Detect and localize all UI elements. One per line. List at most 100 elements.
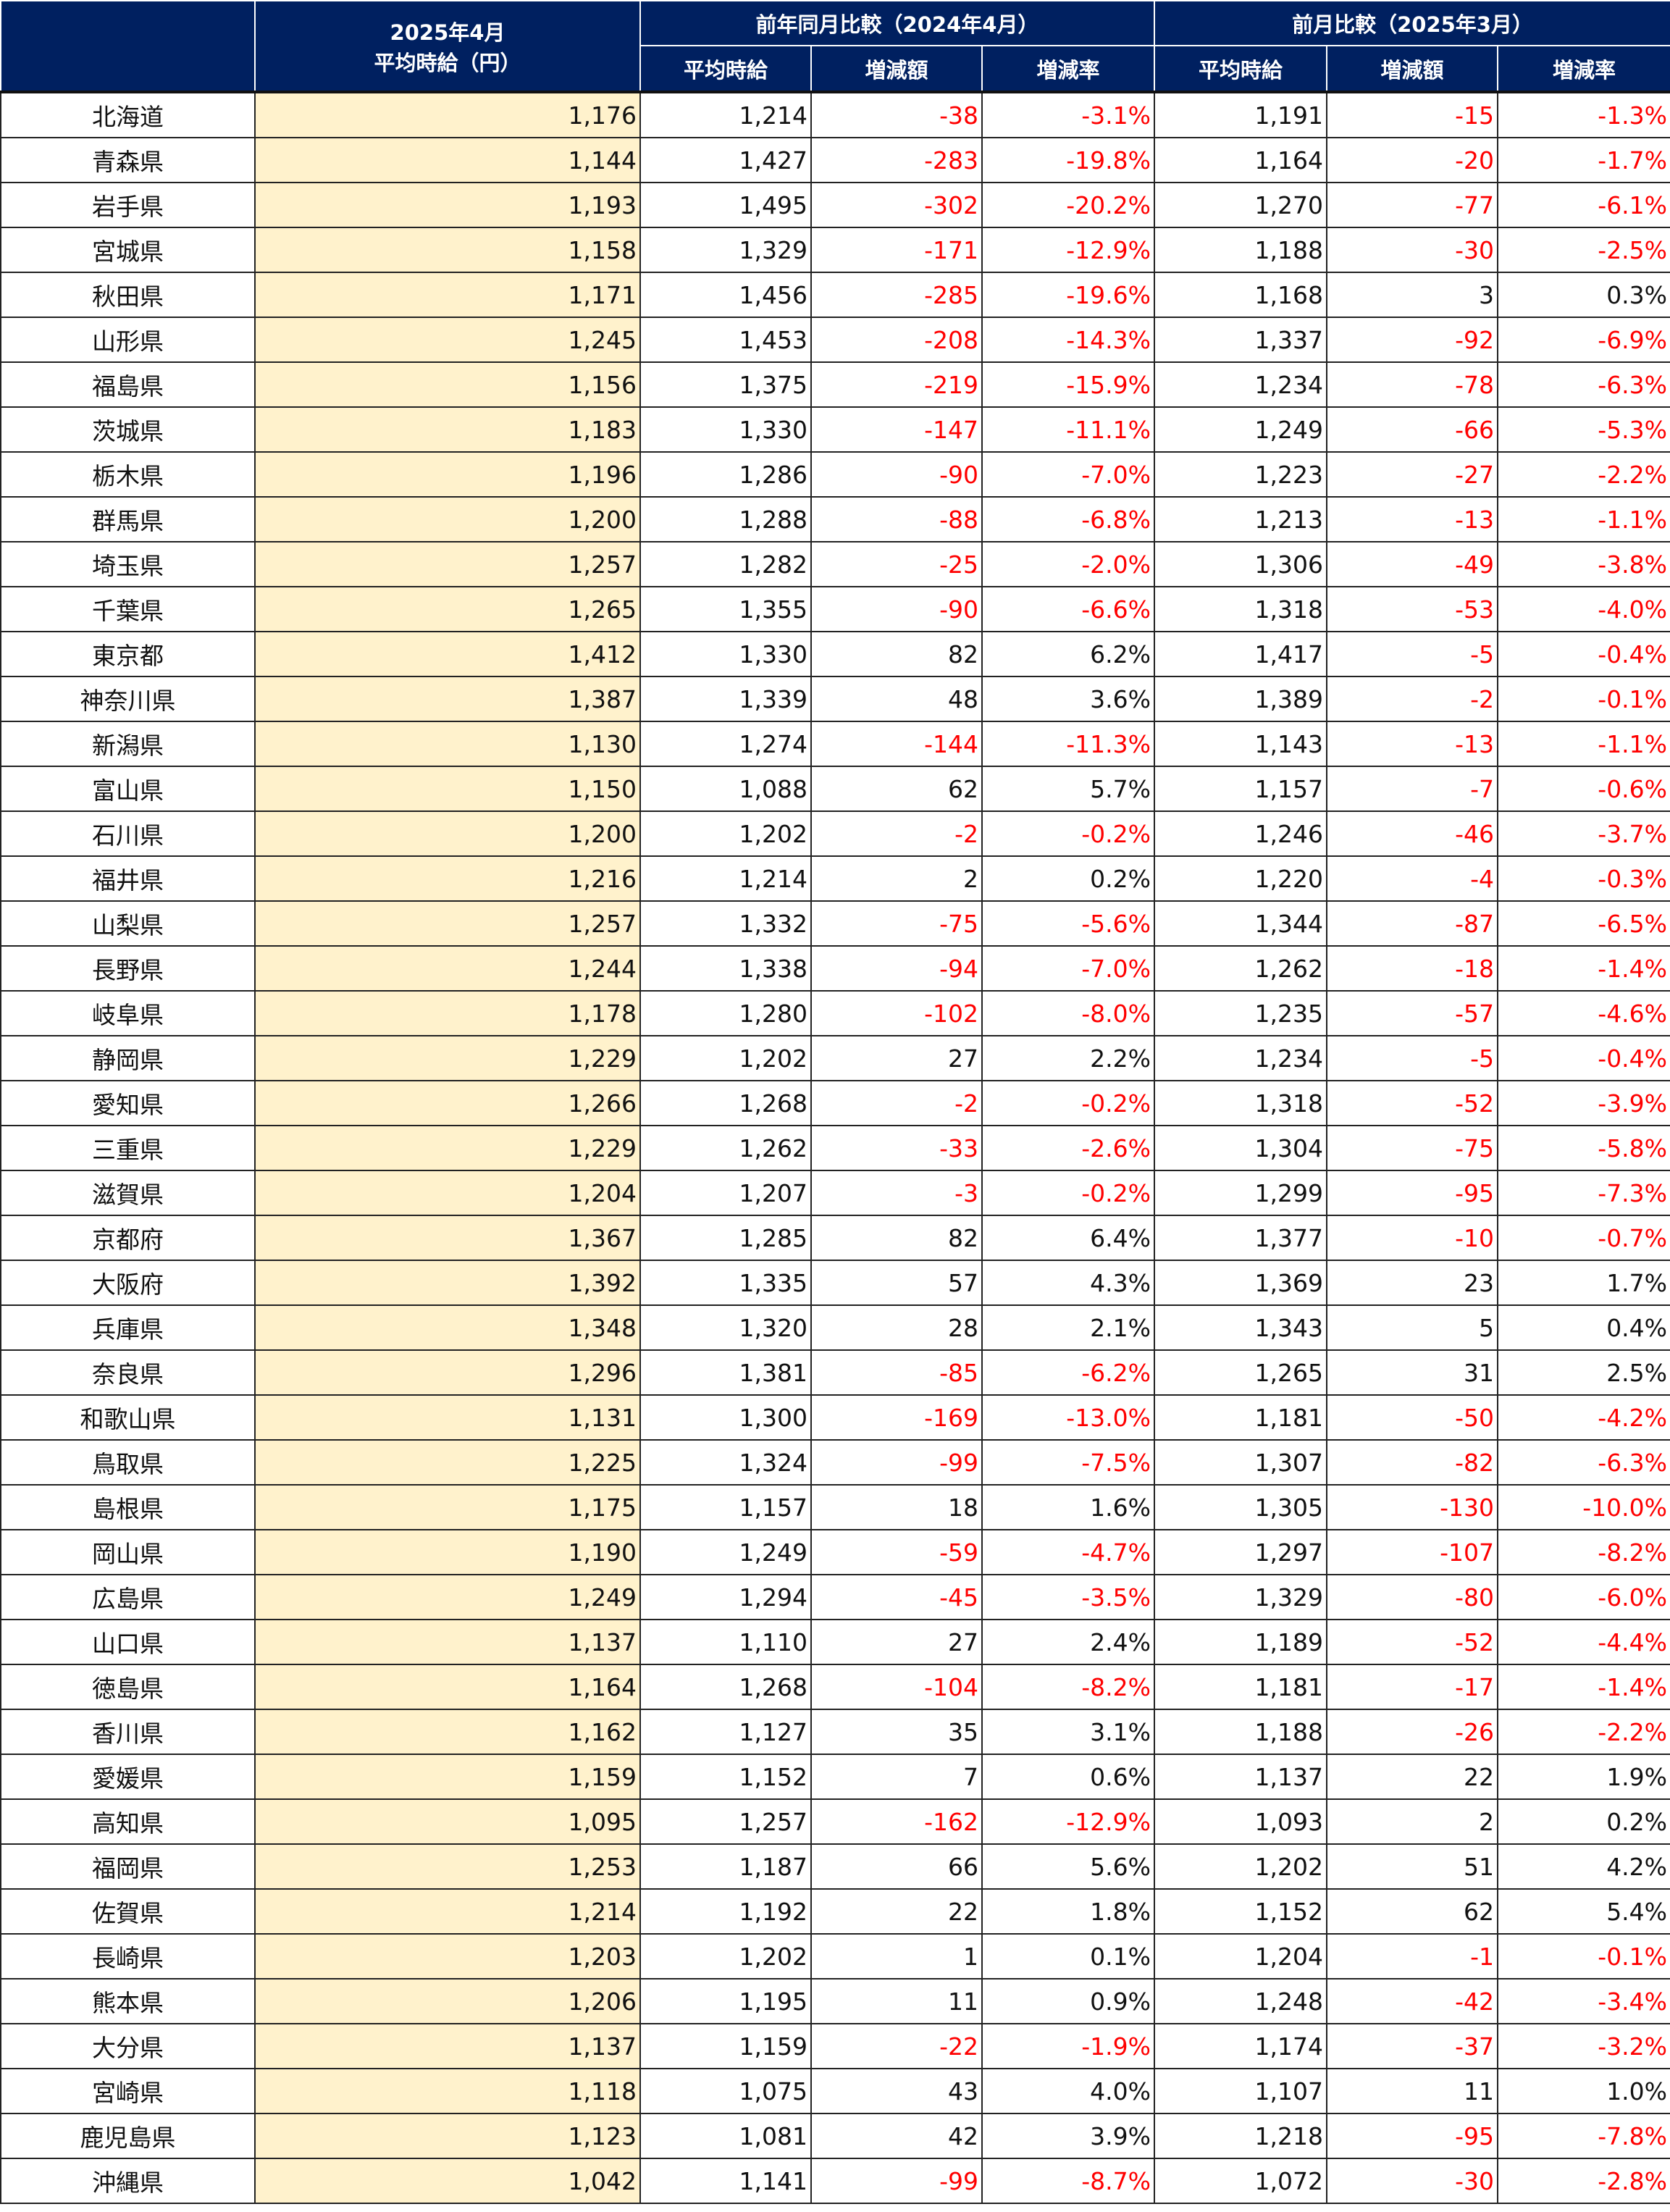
header-yoy-rate: 増減率 — [981, 45, 1155, 93]
yoy-rate-cell: -8.2% — [981, 1664, 1155, 1710]
yoy-diff-cell: -90 — [810, 586, 983, 632]
mom-diff-cell: 3 — [1326, 272, 1498, 318]
mom-wage-cell: 1,329 — [1154, 1574, 1327, 1620]
mom-rate-cell: -10.0% — [1496, 1484, 1670, 1530]
current-wage-cell: 1,190 — [254, 1529, 641, 1575]
mom-wage-cell: 1,343 — [1154, 1304, 1327, 1351]
table-row: 長野県 1,244 1,338 -94 -7.0% 1,262 -18 -1.4% — [0, 945, 1670, 992]
yoy-rate-cell: -8.7% — [981, 2158, 1155, 2204]
table-row: 神奈川県 1,387 1,339 48 3.6% 1,389 -2 -0.1% — [0, 676, 1670, 722]
mom-diff-cell: 2 — [1326, 1798, 1498, 1845]
prefecture-cell: 宮崎県 — [0, 2068, 256, 2114]
yoy-rate-cell: 3.9% — [981, 2113, 1155, 2159]
yoy-diff-cell: -59 — [810, 1529, 983, 1575]
yoy-wage-cell: 1,081 — [639, 2113, 812, 2159]
yoy-rate-cell: -0.2% — [981, 810, 1155, 857]
header-mom-diff: 増減額 — [1326, 45, 1498, 93]
yoy-rate-cell: -7.0% — [981, 451, 1155, 498]
prefecture-cell: 千葉県 — [0, 586, 256, 632]
header-yoy-wage: 平均時給 — [639, 45, 812, 93]
table-row: 高知県 1,095 1,257 -162 -12.9% 1,093 2 0.2% — [0, 1798, 1670, 1845]
mom-wage-cell: 1,188 — [1154, 227, 1327, 273]
yoy-rate-cell: -11.3% — [981, 721, 1155, 767]
header-mom-rate: 増減率 — [1496, 45, 1670, 93]
mom-wage-cell: 1,265 — [1154, 1349, 1327, 1396]
table-row: 奈良県 1,296 1,381 -85 -6.2% 1,265 31 2.5% — [0, 1349, 1670, 1396]
prefecture-cell: 富山県 — [0, 766, 256, 812]
mom-diff-cell: -7 — [1326, 766, 1498, 812]
yoy-wage-cell: 1,456 — [639, 272, 812, 318]
mom-wage-cell: 1,157 — [1154, 766, 1327, 812]
yoy-wage-cell: 1,280 — [639, 990, 812, 1036]
current-wage-cell: 1,206 — [254, 1978, 641, 2024]
mom-diff-cell: -66 — [1326, 406, 1498, 453]
prefecture-cell: 福島県 — [0, 361, 256, 408]
prefecture-cell: 大阪府 — [0, 1260, 256, 1306]
mom-diff-cell: -49 — [1326, 541, 1498, 587]
yoy-diff-cell: 48 — [810, 676, 983, 722]
yoy-wage-cell: 1,381 — [639, 1349, 812, 1396]
yoy-wage-cell: 1,159 — [639, 2023, 812, 2069]
header-mom-wage: 平均時給 — [1154, 45, 1327, 93]
yoy-rate-cell: -3.1% — [981, 91, 1155, 138]
yoy-wage-cell: 1,330 — [639, 406, 812, 453]
prefecture-cell: 福井県 — [0, 855, 256, 902]
table-row: 兵庫県 1,348 1,320 28 2.1% 1,343 5 0.4% — [0, 1304, 1670, 1351]
yoy-diff-cell: -283 — [810, 137, 983, 183]
table-row: 新潟県 1,130 1,274 -144 -11.3% 1,143 -13 -1.1% — [0, 721, 1670, 767]
prefecture-cell: 青森県 — [0, 137, 256, 183]
yoy-wage-cell: 1,355 — [639, 586, 812, 632]
yoy-diff-cell: 62 — [810, 766, 983, 812]
current-wage-cell: 1,130 — [254, 721, 641, 767]
mom-wage-cell: 1,137 — [1154, 1754, 1327, 1800]
yoy-diff-cell: -219 — [810, 361, 983, 408]
mom-diff-cell: -95 — [1326, 2113, 1498, 2159]
current-wage-cell: 1,183 — [254, 406, 641, 453]
yoy-wage-cell: 1,300 — [639, 1394, 812, 1441]
prefecture-cell: 長崎県 — [0, 1933, 256, 1980]
prefecture-cell: 新潟県 — [0, 721, 256, 767]
yoy-diff-cell: 82 — [810, 631, 983, 677]
yoy-diff-cell: -99 — [810, 2158, 983, 2204]
yoy-rate-cell: 3.1% — [981, 1709, 1155, 1755]
prefecture-cell: 奈良県 — [0, 1349, 256, 1396]
mom-wage-cell: 1,093 — [1154, 1798, 1327, 1845]
yoy-wage-cell: 1,257 — [639, 1798, 812, 1845]
header-current-month: 2025年4月 — [390, 20, 505, 45]
mom-rate-cell: -1.3% — [1496, 91, 1670, 138]
mom-wage-cell: 1,202 — [1154, 1843, 1327, 1890]
yoy-diff-cell: -104 — [810, 1664, 983, 1710]
header-prefecture — [0, 0, 256, 93]
mom-diff-cell: 23 — [1326, 1260, 1498, 1306]
mom-wage-cell: 1,174 — [1154, 2023, 1327, 2069]
yoy-diff-cell: -3 — [810, 1170, 983, 1216]
mom-rate-cell: -1.1% — [1496, 721, 1670, 767]
mom-wage-cell: 1,191 — [1154, 91, 1327, 138]
prefecture-cell: 京都府 — [0, 1215, 256, 1261]
mom-rate-cell: -2.8% — [1496, 2158, 1670, 2204]
table-row: 東京都 1,412 1,330 82 6.2% 1,417 -5 -0.4% — [0, 631, 1670, 677]
yoy-diff-cell: -2 — [810, 1080, 983, 1126]
table-row: 石川県 1,200 1,202 -2 -0.2% 1,246 -46 -3.7% — [0, 810, 1670, 857]
mom-wage-cell: 1,305 — [1154, 1484, 1327, 1530]
mom-rate-cell: -0.4% — [1496, 1035, 1670, 1081]
yoy-rate-cell: 5.6% — [981, 1843, 1155, 1890]
prefecture-cell: 福岡県 — [0, 1843, 256, 1890]
current-wage-cell: 1,249 — [254, 1574, 641, 1620]
yoy-wage-cell: 1,192 — [639, 1888, 812, 1935]
prefecture-cell: 神奈川県 — [0, 676, 256, 722]
mom-diff-cell: -4 — [1326, 855, 1498, 902]
yoy-wage-cell: 1,288 — [639, 496, 812, 542]
table-row: 和歌山県 1,131 1,300 -169 -13.0% 1,181 -50 -4.2% — [0, 1394, 1670, 1441]
yoy-rate-cell: 3.6% — [981, 676, 1155, 722]
yoy-diff-cell: -302 — [810, 182, 983, 228]
prefecture-cell: 長野県 — [0, 945, 256, 992]
yoy-wage-cell: 1,157 — [639, 1484, 812, 1530]
yoy-rate-cell: -20.2% — [981, 182, 1155, 228]
mom-rate-cell: -3.8% — [1496, 541, 1670, 587]
mom-rate-cell: -7.3% — [1496, 1170, 1670, 1216]
mom-rate-cell: -6.1% — [1496, 182, 1670, 228]
mom-rate-cell: 4.2% — [1496, 1843, 1670, 1890]
yoy-diff-cell: 27 — [810, 1619, 983, 1665]
